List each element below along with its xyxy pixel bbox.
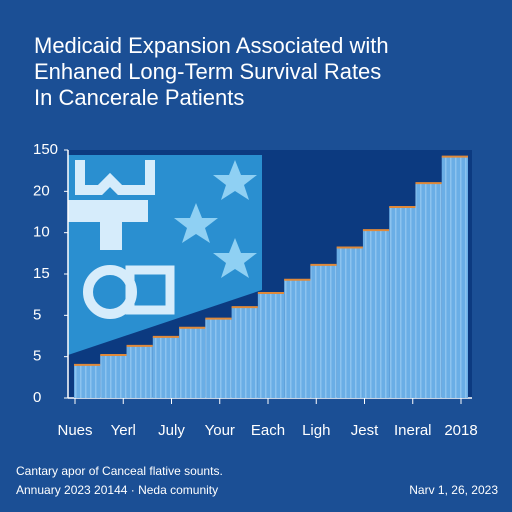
illustration xyxy=(68,155,262,355)
x-tick-label: July xyxy=(158,422,185,439)
icon xyxy=(75,160,155,195)
chart-title: In Cancerale Patients xyxy=(34,85,244,110)
x-tick-label: Each xyxy=(251,422,285,439)
bar xyxy=(231,307,258,398)
bar xyxy=(389,207,416,398)
star xyxy=(213,160,257,200)
bar xyxy=(205,318,232,398)
y-tick-label: 5 xyxy=(33,348,41,365)
bar xyxy=(310,264,337,398)
x-tick-label: 2018 xyxy=(444,422,477,439)
x-tick-label: Ineral xyxy=(394,422,432,439)
icon xyxy=(100,200,122,250)
y-tick-label: 20 xyxy=(33,182,50,199)
bar xyxy=(126,345,153,398)
bar xyxy=(152,336,180,398)
y-tick-label: 150 xyxy=(33,141,58,158)
y-tick-label: 5 xyxy=(33,306,41,323)
bar xyxy=(415,183,442,398)
bar xyxy=(257,293,285,398)
y-tick-label: 15 xyxy=(33,265,50,282)
chart-title: Enhaned Long-Term Survival Rates xyxy=(34,59,381,84)
star xyxy=(174,203,218,243)
footer-text: Narv 1, 26, 2023 xyxy=(409,483,498,497)
bar xyxy=(179,327,206,398)
x-tick-label: Yerl xyxy=(111,422,136,439)
icon xyxy=(125,265,175,315)
chart-title: Medicaid Expansion Associated with xyxy=(34,33,389,58)
bar xyxy=(284,279,311,398)
x-tick-label: Your xyxy=(205,422,235,439)
bar xyxy=(336,247,363,398)
x-tick-label: Jest xyxy=(351,422,379,439)
star xyxy=(213,238,257,278)
bar xyxy=(74,364,101,398)
bar xyxy=(362,230,390,398)
x-tick-label: Nues xyxy=(57,422,92,439)
footer-text: Cantary apor of Canceal flative sounts. xyxy=(16,464,223,478)
footer-text: Annuary 2023 20144 · Neda comunity xyxy=(16,483,218,497)
y-tick-label: 10 xyxy=(33,224,50,241)
y-tick-label: 0 xyxy=(33,389,41,406)
bar xyxy=(441,156,468,398)
bar xyxy=(100,355,127,398)
x-tick-label: Ligh xyxy=(302,422,330,439)
